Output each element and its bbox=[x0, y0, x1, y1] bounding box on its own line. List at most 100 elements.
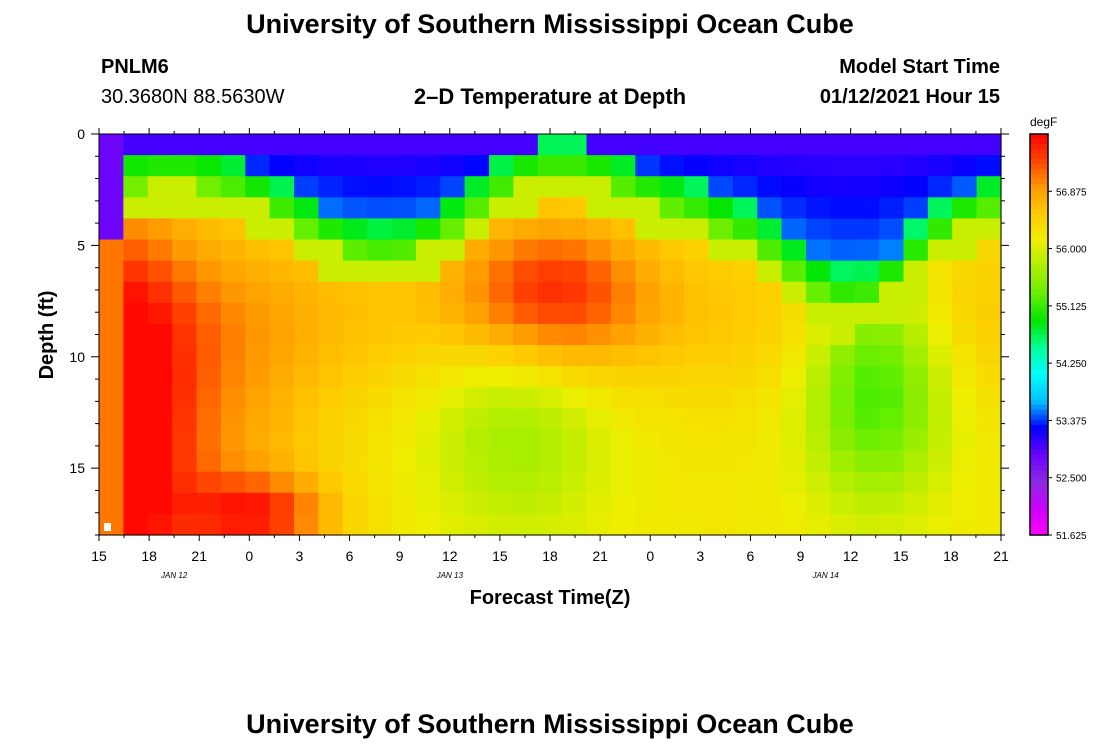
heatmap-cell bbox=[220, 218, 246, 241]
heatmap-cell bbox=[805, 197, 831, 220]
heatmap-cell bbox=[172, 155, 198, 177]
heatmap-cell bbox=[854, 155, 880, 177]
heatmap-cell bbox=[513, 387, 539, 409]
heatmap-cell bbox=[367, 492, 393, 515]
heatmap-cell bbox=[391, 345, 417, 367]
heatmap-cell bbox=[830, 302, 856, 325]
heatmap-cell bbox=[294, 134, 320, 156]
heatmap-cell bbox=[903, 345, 929, 367]
heatmap-cell bbox=[586, 513, 612, 536]
heatmap-cell bbox=[147, 260, 173, 283]
heatmap-cell bbox=[976, 492, 1002, 515]
heatmap-cell bbox=[684, 134, 710, 156]
heatmap-cell bbox=[391, 239, 417, 262]
heatmap-cell bbox=[342, 176, 368, 198]
heatmap-cell bbox=[318, 281, 344, 304]
heatmap-cell bbox=[99, 408, 124, 431]
station-coords: 30.3680N 88.5630W bbox=[101, 86, 285, 108]
heatmap-cell bbox=[610, 239, 636, 262]
heatmap-cell bbox=[342, 281, 368, 304]
heatmap-cell bbox=[269, 302, 295, 325]
heatmap-cell bbox=[464, 513, 490, 536]
heatmap-cell bbox=[708, 134, 734, 156]
heatmap-cell bbox=[147, 155, 173, 177]
heatmap-cell bbox=[635, 429, 661, 452]
heatmap-cell bbox=[757, 176, 783, 198]
heatmap-cell bbox=[172, 176, 198, 198]
heatmap-cell bbox=[927, 218, 953, 241]
heatmap-cell bbox=[757, 429, 783, 452]
heatmap-cell bbox=[684, 471, 710, 494]
heatmap-cell bbox=[513, 176, 539, 198]
heatmap-cell bbox=[684, 492, 710, 515]
heatmap-cell bbox=[976, 323, 1002, 346]
heatmap-cell bbox=[781, 492, 807, 515]
heatmap-cell bbox=[757, 260, 783, 283]
heatmap-cell bbox=[732, 134, 758, 156]
heatmap-cell bbox=[805, 387, 831, 409]
heatmap-cell bbox=[99, 450, 124, 473]
heatmap-cell bbox=[415, 345, 441, 367]
heatmap-cell bbox=[854, 429, 880, 452]
heatmap-cell bbox=[537, 281, 563, 304]
heatmap-cell bbox=[805, 450, 831, 473]
heatmap-cell bbox=[757, 345, 783, 367]
heatmap-cell bbox=[830, 197, 856, 220]
heatmap-cell bbox=[659, 197, 685, 220]
heatmap-cell bbox=[269, 471, 295, 494]
colorbar-swatch bbox=[1030, 354, 1048, 361]
heatmap-cell bbox=[976, 197, 1002, 220]
heatmap-cell bbox=[196, 450, 222, 473]
heatmap-cell bbox=[562, 218, 588, 241]
heatmap-cell bbox=[854, 218, 880, 241]
heatmap-cell bbox=[147, 345, 173, 367]
heatmap-cell bbox=[805, 218, 831, 241]
heatmap-cell bbox=[781, 513, 807, 536]
heatmap-cell bbox=[99, 155, 124, 177]
heatmap-cell bbox=[952, 450, 978, 473]
heatmap-cell bbox=[269, 218, 295, 241]
heatmap-cell bbox=[513, 260, 539, 283]
heatmap-cell bbox=[367, 155, 393, 177]
heatmap-cell bbox=[854, 239, 880, 262]
heatmap-cell bbox=[172, 345, 198, 367]
heatmap-cell bbox=[99, 302, 124, 325]
heatmap-cell bbox=[952, 197, 978, 220]
colorbar-tick-label: 51.625 bbox=[1056, 531, 1087, 542]
heatmap-cell bbox=[440, 366, 466, 388]
heatmap-cell bbox=[927, 345, 953, 367]
heatmap-cell bbox=[391, 366, 417, 388]
heatmap-cell bbox=[684, 218, 710, 241]
heatmap-cell bbox=[220, 429, 246, 452]
heatmap-cell bbox=[757, 218, 783, 241]
heatmap-cell bbox=[342, 323, 368, 346]
heatmap-cell bbox=[537, 492, 563, 515]
heatmap-cell bbox=[147, 513, 173, 536]
heatmap-cell bbox=[952, 260, 978, 283]
heatmap-cell bbox=[537, 197, 563, 220]
heatmap-cell bbox=[659, 408, 685, 431]
heatmap-cell bbox=[562, 197, 588, 220]
heatmap-cell bbox=[440, 281, 466, 304]
heatmap-cell bbox=[196, 429, 222, 452]
heatmap-cell bbox=[562, 281, 588, 304]
heatmap-cell bbox=[586, 471, 612, 494]
heatmap-cell bbox=[440, 218, 466, 241]
heatmap-cell bbox=[269, 239, 295, 262]
heatmap-cell bbox=[830, 260, 856, 283]
heatmap-cell bbox=[830, 155, 856, 177]
heatmap-cell bbox=[684, 366, 710, 388]
heatmap-cell bbox=[415, 155, 441, 177]
bottom-title: University of Southern Mississippi Ocean… bbox=[246, 709, 854, 739]
y-tick-label: 0 bbox=[77, 126, 85, 142]
heatmap-cell bbox=[220, 155, 246, 177]
heatmap-cell bbox=[537, 471, 563, 494]
heatmap-cell bbox=[610, 302, 636, 325]
heatmap-cell bbox=[440, 387, 466, 409]
heatmap-cell bbox=[805, 260, 831, 283]
heatmap-cell bbox=[245, 323, 271, 346]
heatmap-cell bbox=[732, 471, 758, 494]
heatmap-cell bbox=[513, 345, 539, 367]
heatmap-cell bbox=[610, 492, 636, 515]
